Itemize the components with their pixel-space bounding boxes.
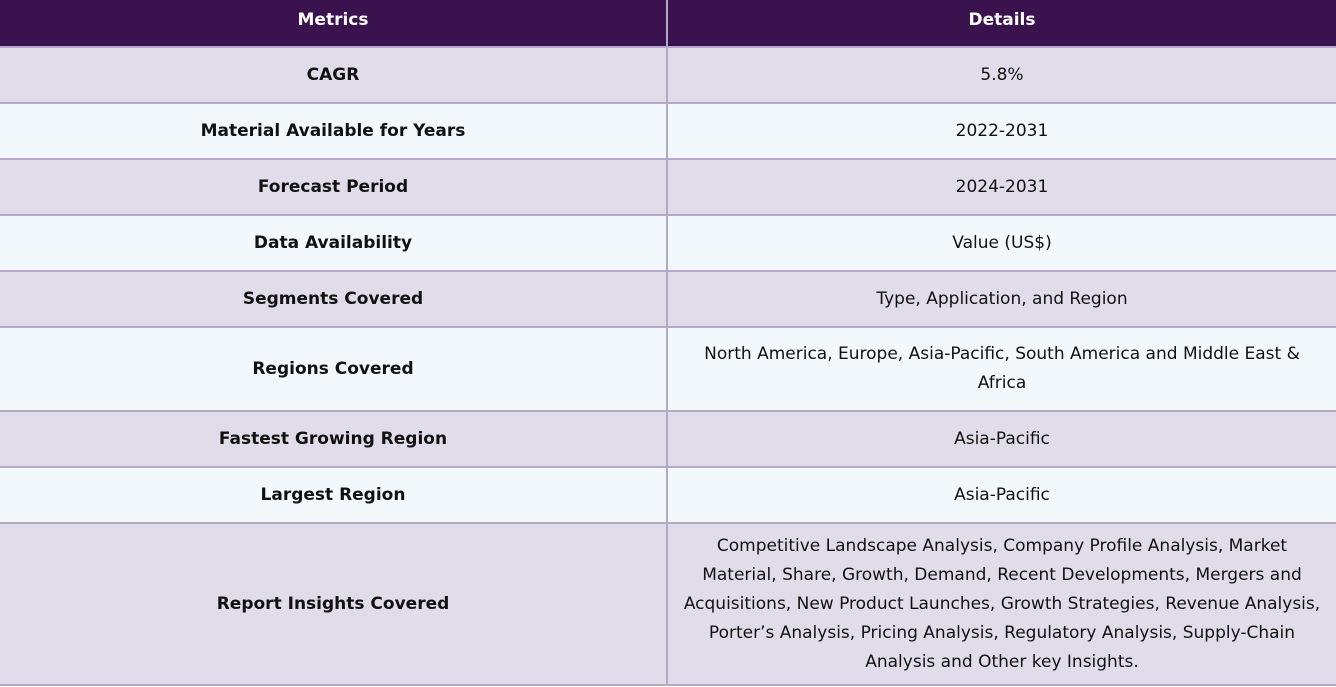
detail-cell: Value (US$): [667, 215, 1336, 272]
detail-cell: Type, Application, and Region: [667, 271, 1336, 328]
details-column-header: Details: [667, 0, 1336, 48]
metric-cell: Regions Covered: [0, 327, 668, 412]
table-row-report-insights: Report Insights Covered Competitive Land…: [0, 523, 1336, 686]
table-header-row: Metrics Details: [0, 0, 1336, 48]
metric-cell: Fastest Growing Region: [0, 411, 668, 468]
metric-cell: Forecast Period: [0, 159, 668, 216]
table-row-cagr: CAGR 5.8%: [0, 47, 1336, 104]
detail-cell: 2022-2031: [667, 103, 1336, 160]
table-row-largest-region: Largest Region Asia-Pacific: [0, 467, 1336, 524]
table-row-data-availability: Data Availability Value (US$): [0, 215, 1336, 272]
table-row-material-years: Material Available for Years 2022-2031: [0, 103, 1336, 160]
metric-cell: Report Insights Covered: [0, 523, 668, 686]
table-row-regions-covered: Regions Covered North America, Europe, A…: [0, 327, 1336, 412]
table-row-fastest-growing-region: Fastest Growing Region Asia-Pacific: [0, 411, 1336, 468]
table-row-forecast-period: Forecast Period 2024-2031: [0, 159, 1336, 216]
metric-cell: CAGR: [0, 47, 668, 104]
metric-cell: Segments Covered: [0, 271, 668, 328]
detail-cell: Asia-Pacific: [667, 411, 1336, 468]
detail-cell: Asia-Pacific: [667, 467, 1336, 524]
detail-cell: 5.8%: [667, 47, 1336, 104]
metrics-column-header: Metrics: [0, 0, 668, 48]
metric-cell: Data Availability: [0, 215, 668, 272]
detail-cell: North America, Europe, Asia-Pacific, Sou…: [667, 327, 1336, 412]
detail-cell: Competitive Landscape Analysis, Company …: [667, 523, 1336, 686]
detail-cell: 2024-2031: [667, 159, 1336, 216]
table-row-segments-covered: Segments Covered Type, Application, and …: [0, 271, 1336, 328]
metric-cell: Material Available for Years: [0, 103, 668, 160]
metric-cell: Largest Region: [0, 467, 668, 524]
